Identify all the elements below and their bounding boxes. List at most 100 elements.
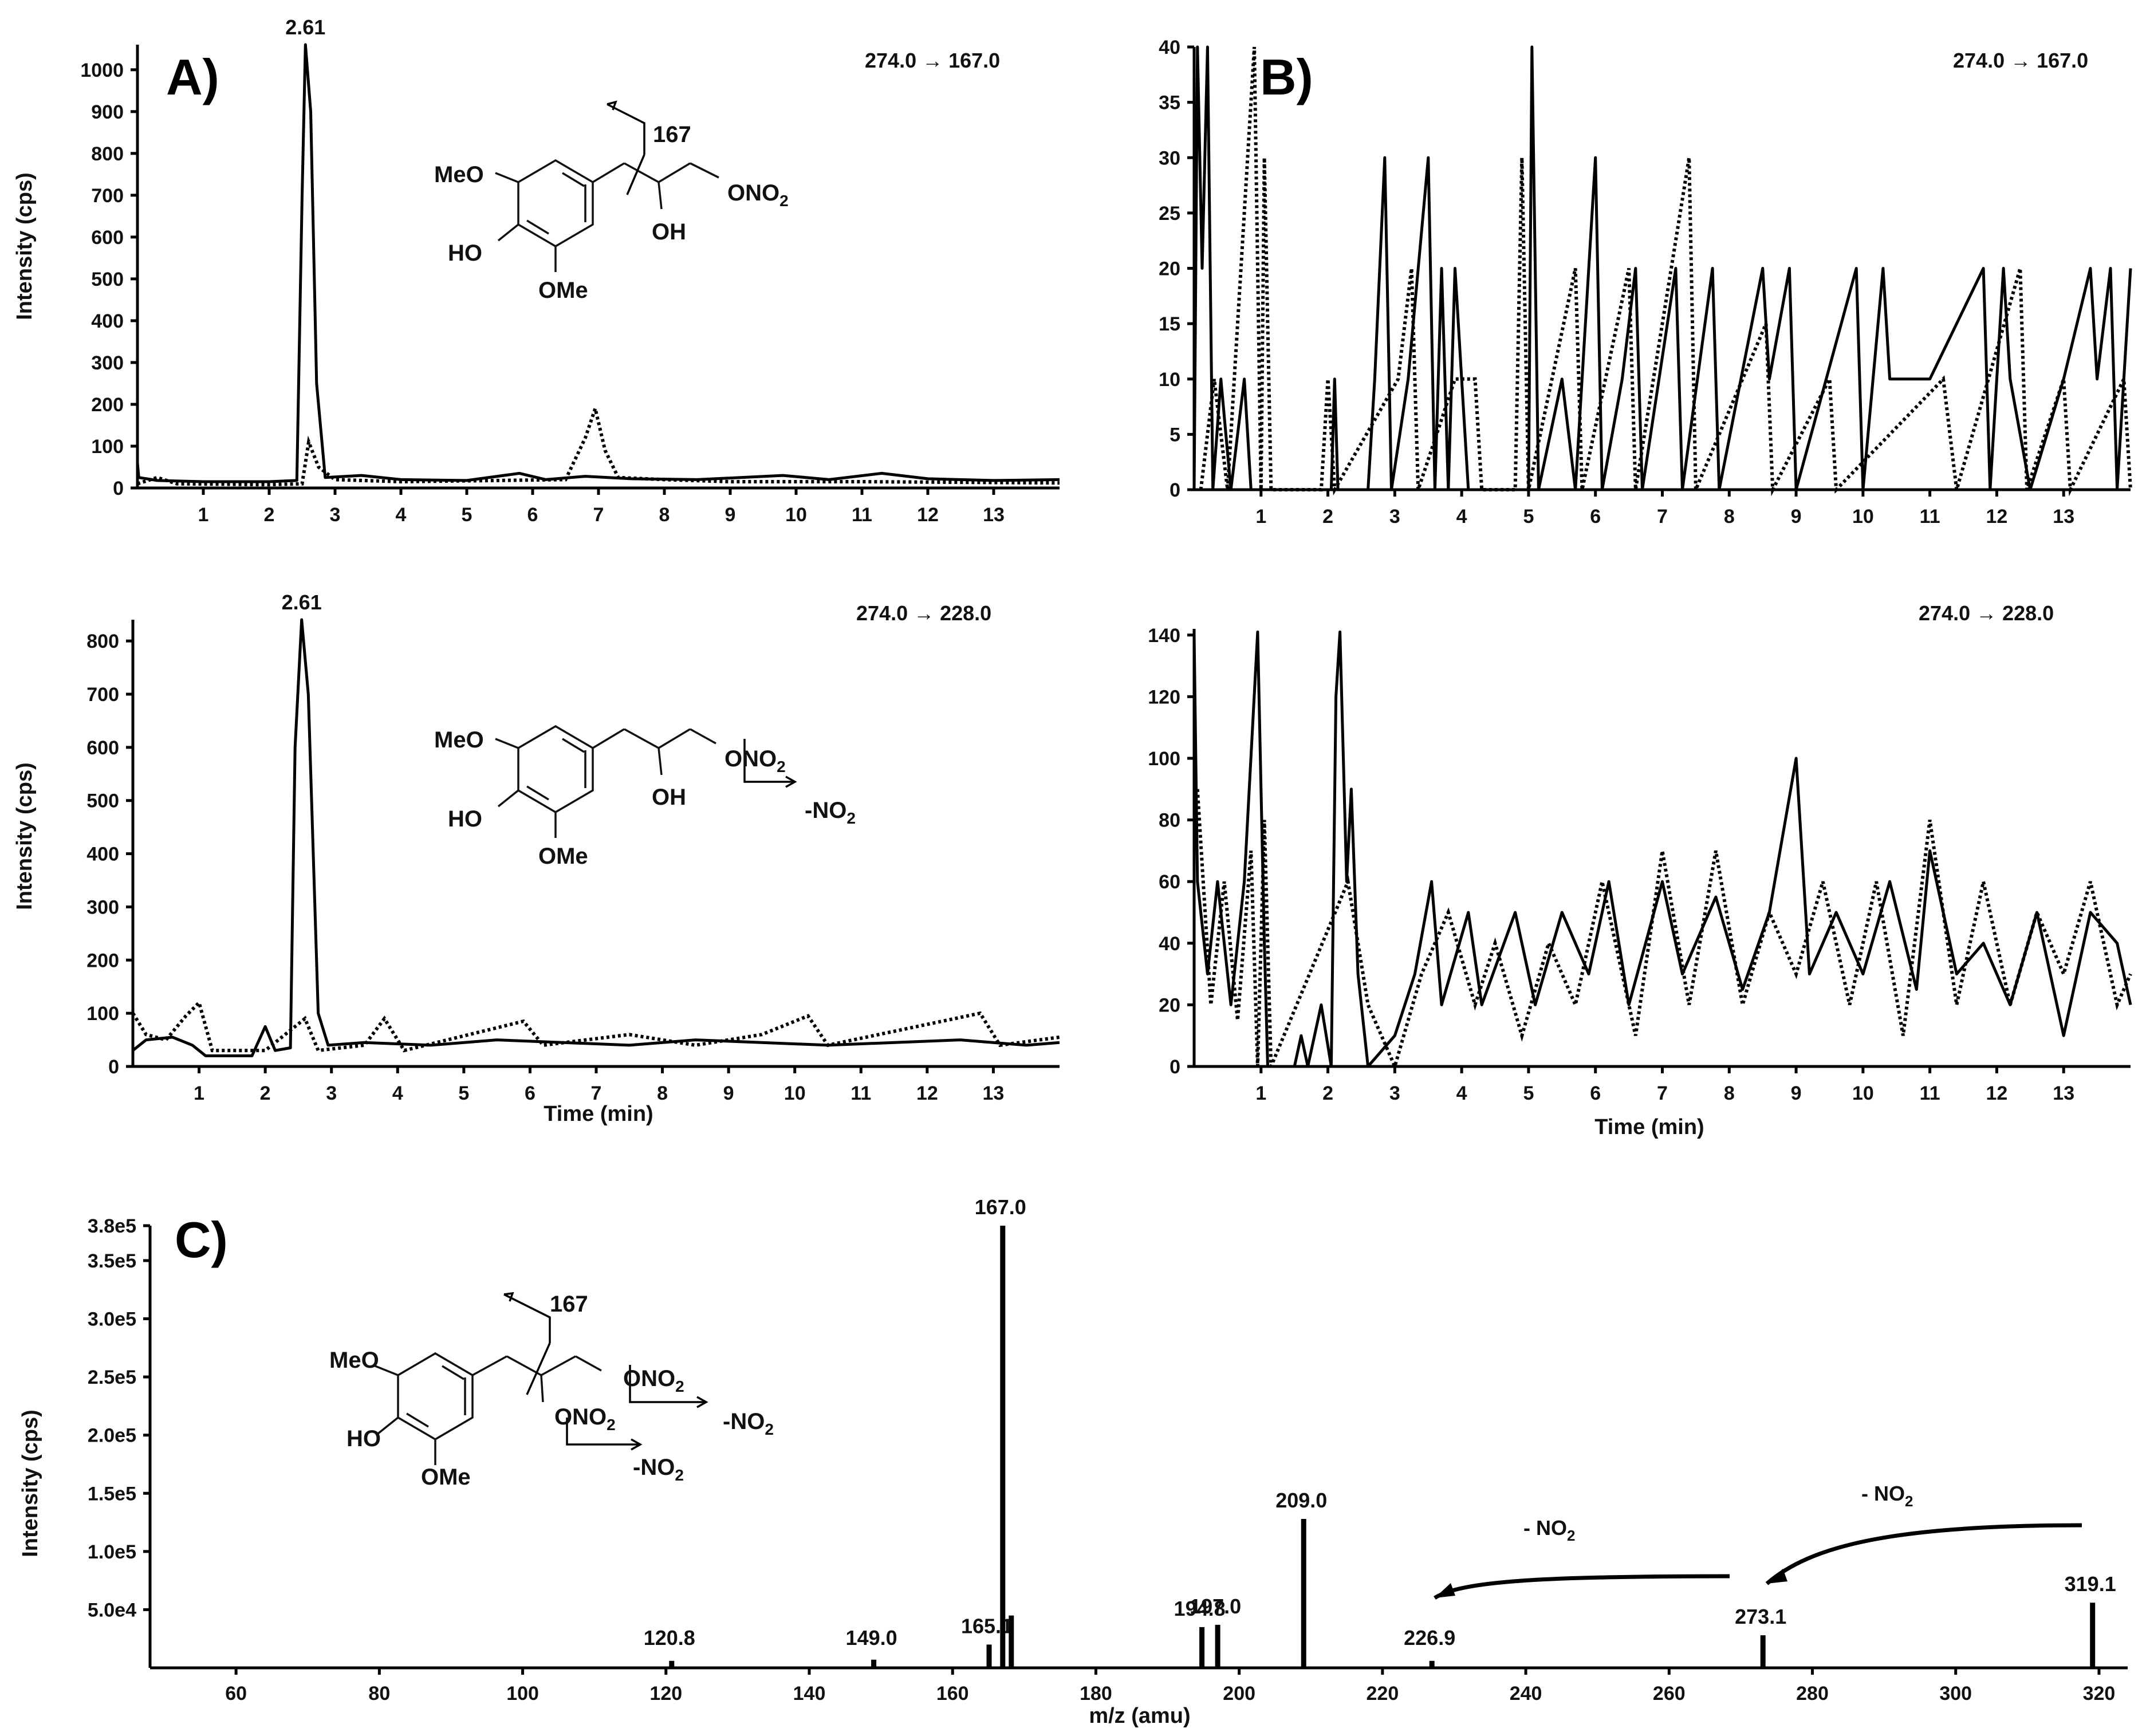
- dotted-trace: [1195, 789, 2132, 1072]
- y-tick-label: 1000: [80, 60, 124, 81]
- x-tick-label: 10: [785, 504, 807, 526]
- y-axis-label: Intensity (cps): [13, 172, 37, 320]
- x-tick-label: 11: [850, 1082, 871, 1104]
- ome-label: OMe: [421, 1465, 471, 1490]
- dotted-trace: [137, 402, 1060, 487]
- x-tick-label: 1: [1255, 506, 1266, 528]
- peak-label: 319.1: [2065, 1572, 2116, 1596]
- x-tick-label: 140: [793, 1683, 826, 1704]
- neutral-loss-label: - NO2: [1861, 1482, 1913, 1510]
- x-tick-label: 5: [458, 1082, 469, 1104]
- x-tick-label: 8: [659, 504, 670, 526]
- x-tick-label: 11: [1920, 1082, 1940, 1104]
- x-tick-label: 4: [396, 504, 407, 526]
- x-tick-label: 4: [1456, 1082, 1467, 1104]
- y-tick-label: 2.0e5: [88, 1425, 136, 1447]
- x-tick-label: 8: [1724, 1082, 1735, 1104]
- x-tick-label: 10: [1852, 506, 1874, 528]
- y-tick-label: 900: [91, 101, 124, 123]
- peak-label: 167.0: [975, 1195, 1026, 1219]
- y-tick-label: 700: [91, 185, 124, 207]
- x-tick-label: 7: [593, 504, 604, 526]
- loss-no2-label: -NO2: [723, 1409, 774, 1438]
- x-tick-label: 6: [527, 504, 538, 526]
- chromatogram-a-bottom: 274.0 → 228.0 Intensity (cps) Time (min)…: [13, 591, 1060, 1126]
- x-tick-label: 300: [1939, 1683, 1972, 1704]
- molecule-structure-a1: MeO HO OMe OH ONO2 167: [434, 100, 789, 303]
- x-tick-label: 9: [1791, 1082, 1802, 1104]
- x-tick-label: 2: [264, 504, 275, 526]
- x-tick-label: 320: [2083, 1683, 2116, 1704]
- y-tick-label: 0: [1170, 1056, 1180, 1078]
- x-axis-label: m/z (amu): [1089, 1704, 1190, 1728]
- x-tick-label: 80: [368, 1683, 390, 1704]
- panel-label-b: B): [1260, 49, 1313, 105]
- fragment-167-label: 167: [653, 122, 691, 147]
- peak-label: 2.61: [282, 591, 322, 614]
- peak-label: 226.9: [1404, 1626, 1455, 1650]
- mass-spectrum-c: C) Intensity (cps) m/z (amu) 60 80 100 120 1…: [18, 1195, 2128, 1728]
- x-tick-label: 2: [1322, 1082, 1333, 1104]
- y-tick-label: 0: [113, 478, 124, 499]
- x-tick-label: 9: [1791, 506, 1802, 528]
- oh-label: OH: [652, 785, 686, 810]
- x-tick-label: 6: [1590, 506, 1601, 528]
- peak-label: 149.0: [846, 1626, 897, 1650]
- y-tick-label: 800: [86, 631, 119, 652]
- x-tick-label: 3: [1389, 506, 1400, 528]
- y-axis-label: Intensity (cps): [18, 1410, 42, 1557]
- neutral-loss-label: - NO2: [1523, 1516, 1575, 1544]
- y-tick-label: 60: [1159, 871, 1180, 893]
- y-tick-label: 0: [108, 1056, 119, 1078]
- x-tick-label: 260: [1653, 1683, 1686, 1704]
- transition-label: 274.0 → 167.0: [1953, 49, 2088, 72]
- x-tick-label: 2: [1322, 506, 1333, 528]
- x-tick-label: 5: [462, 504, 472, 526]
- transition-label: 274.0 → 228.0: [1919, 601, 2054, 625]
- x-tick-label: 8: [657, 1082, 668, 1104]
- y-tick-label: 25: [1159, 203, 1180, 225]
- x-tick-label: 3: [330, 504, 341, 526]
- x-tick-label: 1: [1255, 1082, 1266, 1104]
- y-tick-label: 40: [1159, 37, 1180, 58]
- x-tick-label: 4: [392, 1082, 403, 1104]
- arrow-head-icon: [1767, 1569, 1787, 1584]
- x-tick-label: 240: [1510, 1683, 1542, 1704]
- ono2-label: ONO2: [554, 1404, 616, 1434]
- x-axis-label: Time (min): [1594, 1115, 1704, 1139]
- solid-trace: [136, 43, 1060, 483]
- y-tick-label: 3.5e5: [88, 1250, 136, 1272]
- chromatogram-b-top: B) 274.0 → 167.0 1 2 3 4 5 6 7 8 9 10 11 12 13051015…: [1159, 37, 2132, 528]
- y-tick-label: 5: [1170, 424, 1180, 446]
- chromatogram-b-bottom: 274.0 → 228.0 Time (min) 1 2 3 4 5 6 7 8 9 10 11 12…: [1148, 601, 2132, 1139]
- ho-label: HO: [448, 806, 482, 832]
- y-tick-label: 3.8e5: [88, 1215, 136, 1237]
- y-tick-label: 0: [1170, 479, 1180, 501]
- meo-label: MeO: [329, 1348, 379, 1373]
- transition-label: 274.0 → 228.0: [856, 601, 991, 625]
- x-tick-label: 280: [1796, 1683, 1829, 1704]
- ono2-label: ONO2: [727, 180, 789, 210]
- y-tick-label: 600: [86, 737, 119, 759]
- x-tick-label: 180: [1080, 1683, 1112, 1704]
- x-tick-label: 5: [1523, 1082, 1534, 1104]
- x-tick-label: 200: [1223, 1683, 1255, 1704]
- peak-label: 194.8: [1174, 1597, 1226, 1620]
- x-tick-label: 9: [725, 504, 736, 526]
- arrow-head-icon: [1435, 1583, 1455, 1598]
- y-tick-label: 800: [91, 143, 124, 165]
- y-tick-label: 200: [91, 394, 124, 416]
- panel-label-c: C): [175, 1211, 228, 1268]
- y-tick-label: 500: [86, 790, 119, 812]
- y-tick-label: 10: [1159, 369, 1180, 391]
- meo-label: MeO: [434, 162, 484, 187]
- peak-label: 273.1: [1735, 1605, 1786, 1628]
- solid-trace: [1192, 45, 2132, 491]
- y-tick-label: 2.5e5: [88, 1367, 136, 1388]
- ome-label: OMe: [538, 278, 588, 303]
- ono2-label: ONO2: [724, 746, 786, 776]
- oh-label: OH: [652, 219, 686, 245]
- dotted-trace: [1199, 46, 2132, 497]
- x-tick-label: 12: [1986, 1082, 2008, 1104]
- solid-trace: [132, 618, 1060, 1057]
